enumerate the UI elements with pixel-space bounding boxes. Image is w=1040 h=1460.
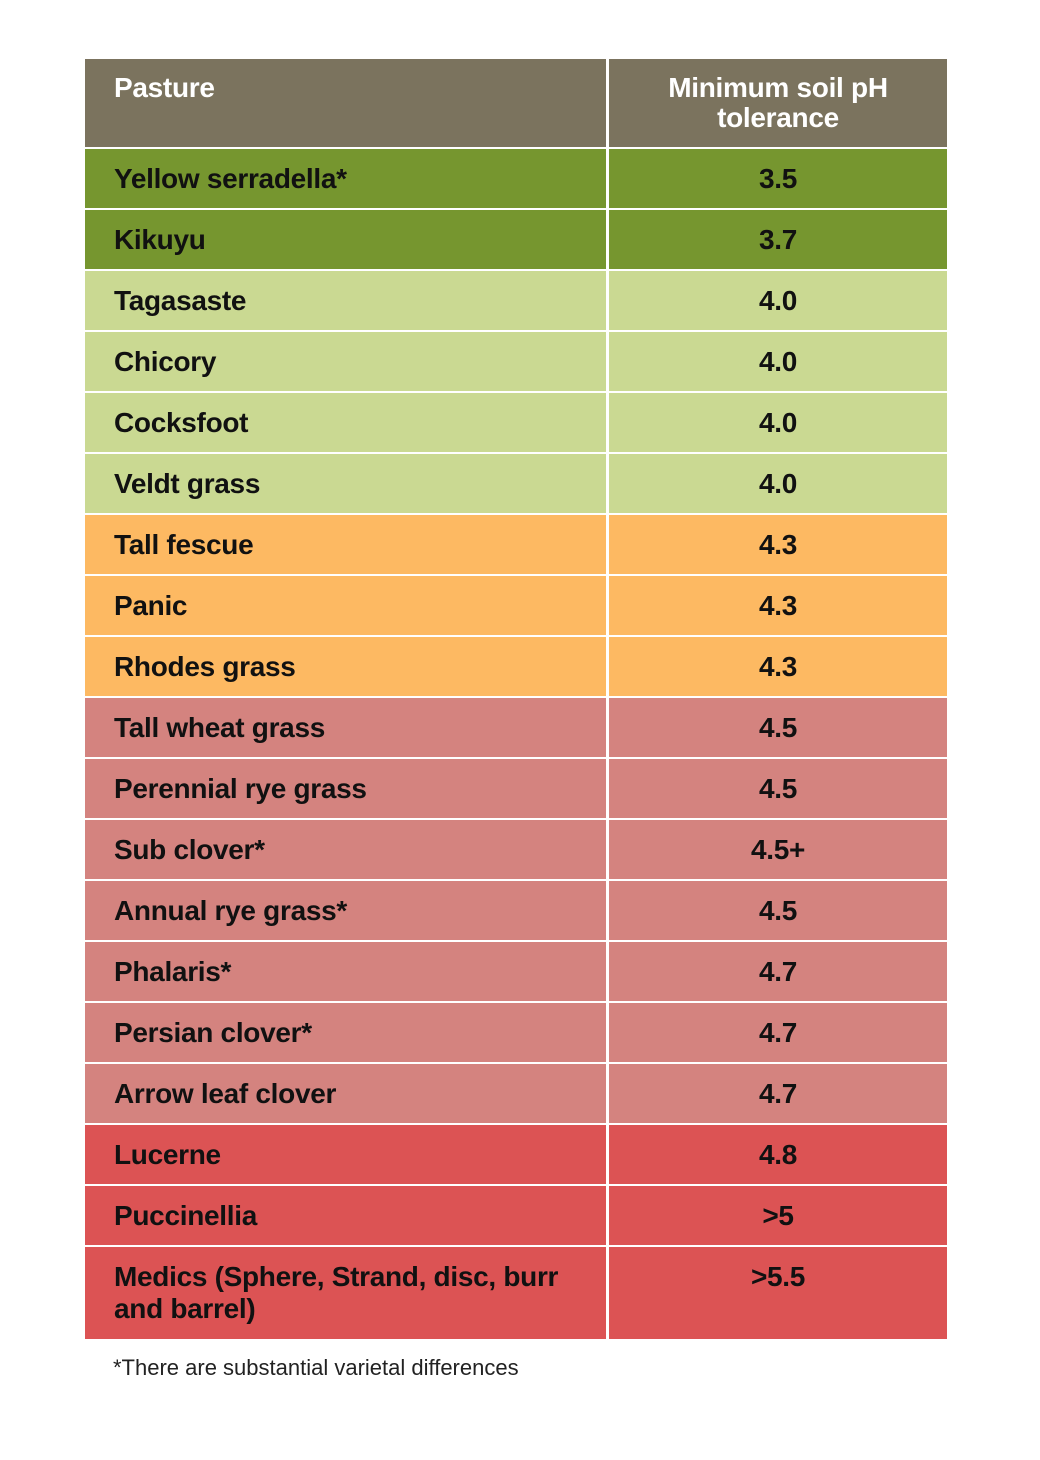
- ph-cell: 3.5: [609, 149, 947, 208]
- table-row: Yellow serradella* 3.5: [85, 147, 947, 208]
- ph-cell: 3.7: [609, 210, 947, 269]
- pasture-cell: Veldt grass: [85, 454, 609, 513]
- header-pasture: Pasture: [85, 59, 609, 147]
- pasture-cell: Tagasaste: [85, 271, 609, 330]
- ph-cell: 4.5: [609, 881, 947, 940]
- pasture-cell: Panic: [85, 576, 609, 635]
- ph-tolerance-table: Pasture Minimum soil pH tolerance Yellow…: [85, 59, 947, 1339]
- footnote: *There are substantial varietal differen…: [113, 1355, 519, 1380]
- ph-cell: 4.3: [609, 515, 947, 574]
- pasture-cell: Arrow leaf clover: [85, 1064, 609, 1123]
- pasture-cell: Persian clover*: [85, 1003, 609, 1062]
- table-row: Kikuyu 3.7: [85, 208, 947, 269]
- table-row: Cocksfoot 4.0: [85, 391, 947, 452]
- pasture-cell: Phalaris*: [85, 942, 609, 1001]
- pasture-cell: Perennial rye grass: [85, 759, 609, 818]
- ph-cell: 4.3: [609, 637, 947, 696]
- table-row: Panic 4.3: [85, 574, 947, 635]
- pasture-cell: Sub clover*: [85, 820, 609, 879]
- ph-cell: 4.7: [609, 1003, 947, 1062]
- table-row: Rhodes grass 4.3: [85, 635, 947, 696]
- pasture-cell: Puccinellia: [85, 1186, 609, 1245]
- ph-cell: 4.5: [609, 759, 947, 818]
- pasture-cell: Kikuyu: [85, 210, 609, 269]
- ph-cell: 4.7: [609, 1064, 947, 1123]
- ph-cell: 4.3: [609, 576, 947, 635]
- ph-cell: >5: [609, 1186, 947, 1245]
- table-row: Perennial rye grass 4.5: [85, 757, 947, 818]
- pasture-cell: Medics (Sphere, Strand, disc, burr and b…: [85, 1247, 609, 1339]
- table-row: Sub clover* 4.5+: [85, 818, 947, 879]
- header-min-ph: Minimum soil pH tolerance: [609, 59, 947, 147]
- ph-cell: 4.7: [609, 942, 947, 1001]
- header-min-ph-label: Minimum soil pH tolerance: [668, 72, 888, 133]
- table-row: Tagasaste 4.0: [85, 269, 947, 330]
- ph-cell: 4.0: [609, 454, 947, 513]
- pasture-cell: Yellow serradella*: [85, 149, 609, 208]
- table-row: Chicory 4.0: [85, 330, 947, 391]
- table-row: Medics (Sphere, Strand, disc, burr and b…: [85, 1245, 947, 1339]
- table-row: Tall fescue 4.3: [85, 513, 947, 574]
- table-row: Tall wheat grass 4.5: [85, 696, 947, 757]
- ph-cell: 4.5: [609, 698, 947, 757]
- ph-cell: 4.5+: [609, 820, 947, 879]
- pasture-cell: Cocksfoot: [85, 393, 609, 452]
- table-header-row: Pasture Minimum soil pH tolerance: [85, 59, 947, 147]
- table-row: Puccinellia >5: [85, 1184, 947, 1245]
- ph-cell: 4.0: [609, 332, 947, 391]
- table-row: Annual rye grass* 4.5: [85, 879, 947, 940]
- ph-cell: >5.5: [609, 1247, 947, 1339]
- pasture-cell: Lucerne: [85, 1125, 609, 1184]
- table-row: Arrow leaf clover 4.7: [85, 1062, 947, 1123]
- table-row: Lucerne 4.8: [85, 1123, 947, 1184]
- pasture-cell: Rhodes grass: [85, 637, 609, 696]
- pasture-cell: Chicory: [85, 332, 609, 391]
- table-body: Yellow serradella* 3.5 Kikuyu 3.7 Tagasaste 4…: [85, 147, 947, 1339]
- ph-cell: 4.8: [609, 1125, 947, 1184]
- table-row: Persian clover* 4.7: [85, 1001, 947, 1062]
- ph-cell: 4.0: [609, 393, 947, 452]
- pasture-cell: Tall wheat grass: [85, 698, 609, 757]
- table-row: Phalaris* 4.7: [85, 940, 947, 1001]
- pasture-cell: Tall fescue: [85, 515, 609, 574]
- table-row: Veldt grass 4.0: [85, 452, 947, 513]
- ph-cell: 4.0: [609, 271, 947, 330]
- pasture-cell: Annual rye grass*: [85, 881, 609, 940]
